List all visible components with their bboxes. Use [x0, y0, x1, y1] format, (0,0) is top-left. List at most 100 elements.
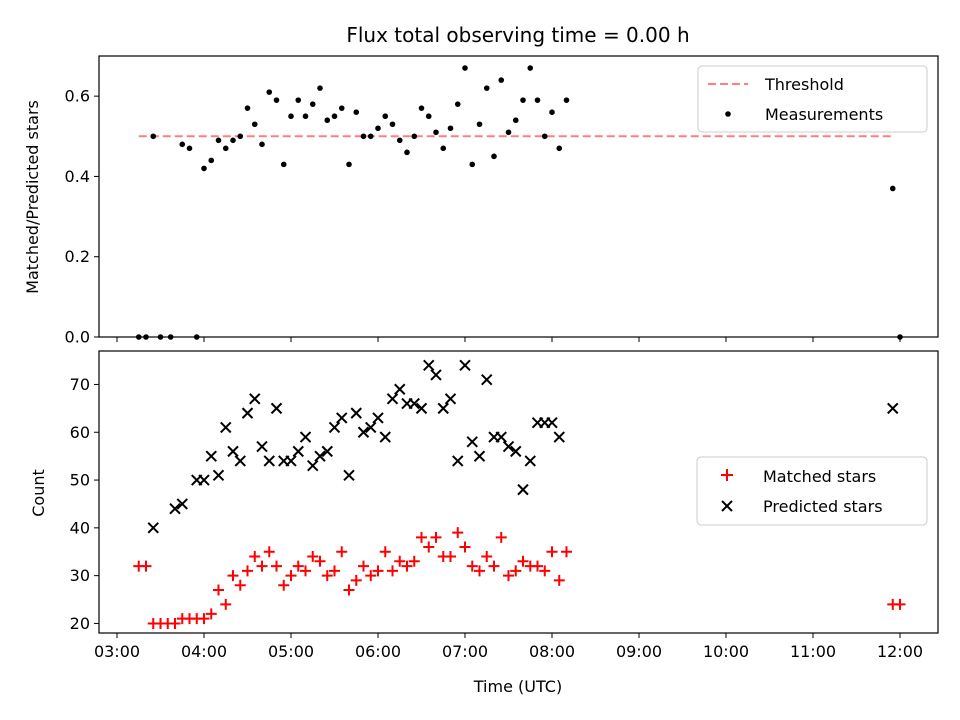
matched-star-point: [503, 570, 514, 582]
measurement-point: [411, 133, 418, 140]
predicted-star-point: [524, 455, 536, 467]
matched-star-point: [488, 560, 500, 572]
matched-star-point: [358, 560, 369, 572]
top-marks: [135, 65, 903, 340]
measurement-point: [208, 157, 215, 164]
matched-star-point: [350, 574, 362, 586]
predicted-star-point: [328, 421, 341, 434]
measurement-point: [222, 145, 229, 152]
x-axis-label: Time (UTC): [473, 677, 562, 696]
matched-star-point: [445, 551, 456, 563]
measurement-point: [418, 105, 425, 111]
top-y-axis-label: Matched/Predicted stars: [23, 100, 42, 294]
predicted-star-point: [386, 393, 399, 405]
predicted-star-point: [502, 440, 515, 453]
predicted-star-point: [205, 450, 217, 462]
measurement-point: [520, 97, 526, 103]
matched-star-point: [546, 546, 558, 558]
top-y-tick-label: 0.6: [65, 87, 90, 106]
measurement-point: [375, 125, 381, 132]
bottom-x-tick-label: 07:00: [442, 642, 488, 661]
predicted-star-point: [408, 397, 420, 410]
measurement-point: [505, 129, 512, 136]
bottom-legend: Matched stars Predicted stars: [696, 456, 928, 526]
matched-star-point: [466, 560, 478, 572]
measurement-point: [317, 85, 323, 91]
measurement-point: [556, 145, 563, 152]
matched-star-point: [379, 546, 391, 558]
measurement-point: [367, 133, 374, 140]
predicted-star-point: [423, 359, 435, 372]
measurement-point: [404, 149, 410, 156]
measurement-point: [309, 101, 316, 107]
measurement-point: [476, 121, 483, 128]
measurement-point: [273, 97, 280, 103]
bottom-panel: 20 30 40 50 60 70 03:00 04:00 05:00 06:00 07:00 08:…: [29, 350, 939, 696]
predicted-star-point: [444, 393, 457, 405]
matched-star-point: [430, 531, 442, 543]
threshold-legend-label: Threshold: [764, 75, 844, 94]
matched-star-point: [365, 570, 377, 582]
measurement-point: [889, 185, 896, 192]
predicted-star-point: [249, 393, 261, 405]
matched-star-point: [561, 546, 572, 558]
predicted-star-point: [241, 407, 254, 419]
predicted-star-point: [147, 522, 159, 534]
predicted-star-point: [415, 402, 428, 415]
matched-star-point: [321, 570, 333, 582]
matched-star-point: [292, 560, 304, 572]
measurement-point: [440, 145, 447, 152]
matched-star-point: [263, 546, 275, 558]
measurement-point: [186, 145, 193, 152]
measurement-point: [512, 117, 519, 124]
bottom-axes: 20 30 40 50 60 70 03:00 04:00 05:00 06:00 07:00 08:…: [70, 375, 923, 661]
predicted-star-point: [212, 469, 225, 481]
matched-star-point: [408, 555, 420, 567]
matched-star-point: [205, 608, 217, 620]
measurement-point: [288, 113, 294, 120]
matched-star-point: [532, 560, 543, 572]
matched-star-point: [329, 565, 340, 577]
predicted-star-point: [350, 407, 362, 419]
measurement-point: [237, 133, 244, 140]
predicted-star-point: [365, 421, 377, 434]
top-y-tick-label: 0.2: [65, 247, 90, 266]
measurement-point: [389, 121, 396, 128]
matched-star-point: [423, 541, 435, 553]
matched-star-point: [307, 551, 319, 563]
predicted-star-point: [430, 369, 442, 381]
bottom-x-tick-label: 12:00: [877, 642, 923, 661]
bottom-legend-box: [696, 456, 928, 526]
matched-star-point: [242, 565, 253, 577]
measurement-point: [201, 165, 207, 172]
matched-star-point: [495, 531, 507, 543]
measurement-point: [563, 97, 570, 103]
measurement-point: [215, 137, 222, 144]
measurement-point: [230, 137, 236, 144]
measurement-point: [527, 65, 534, 71]
predicted-star-point: [169, 503, 181, 515]
measurement-point: [150, 133, 157, 140]
bottom-x-tick-label: 06:00: [355, 642, 401, 661]
measurements-legend-label: Measurements: [765, 105, 883, 124]
predicted-star-point: [357, 426, 370, 438]
bottom-x-tick-label: 08:00: [529, 642, 575, 661]
matched-star-point: [140, 560, 152, 572]
measurement-point: [454, 101, 461, 107]
matched-star-point: [474, 565, 485, 577]
matched-star-point: [539, 565, 551, 577]
bottom-y-tick-label: 20: [70, 614, 90, 633]
matched-star-point: [343, 584, 355, 596]
predicted-star-point: [227, 445, 239, 458]
predicted-star-point: [314, 450, 326, 462]
bottom-x-tick-label: 10:00: [703, 642, 749, 661]
matched-star-point: [553, 574, 565, 586]
matched-star-point: [894, 598, 906, 610]
top-legend: Threshold Measurements: [697, 65, 928, 133]
matched-star-point: [285, 570, 297, 582]
matched-star-point: [416, 531, 427, 543]
predicted-star-point: [546, 416, 558, 429]
measurement-point: [541, 133, 548, 140]
predicted-star-point: [466, 436, 478, 448]
